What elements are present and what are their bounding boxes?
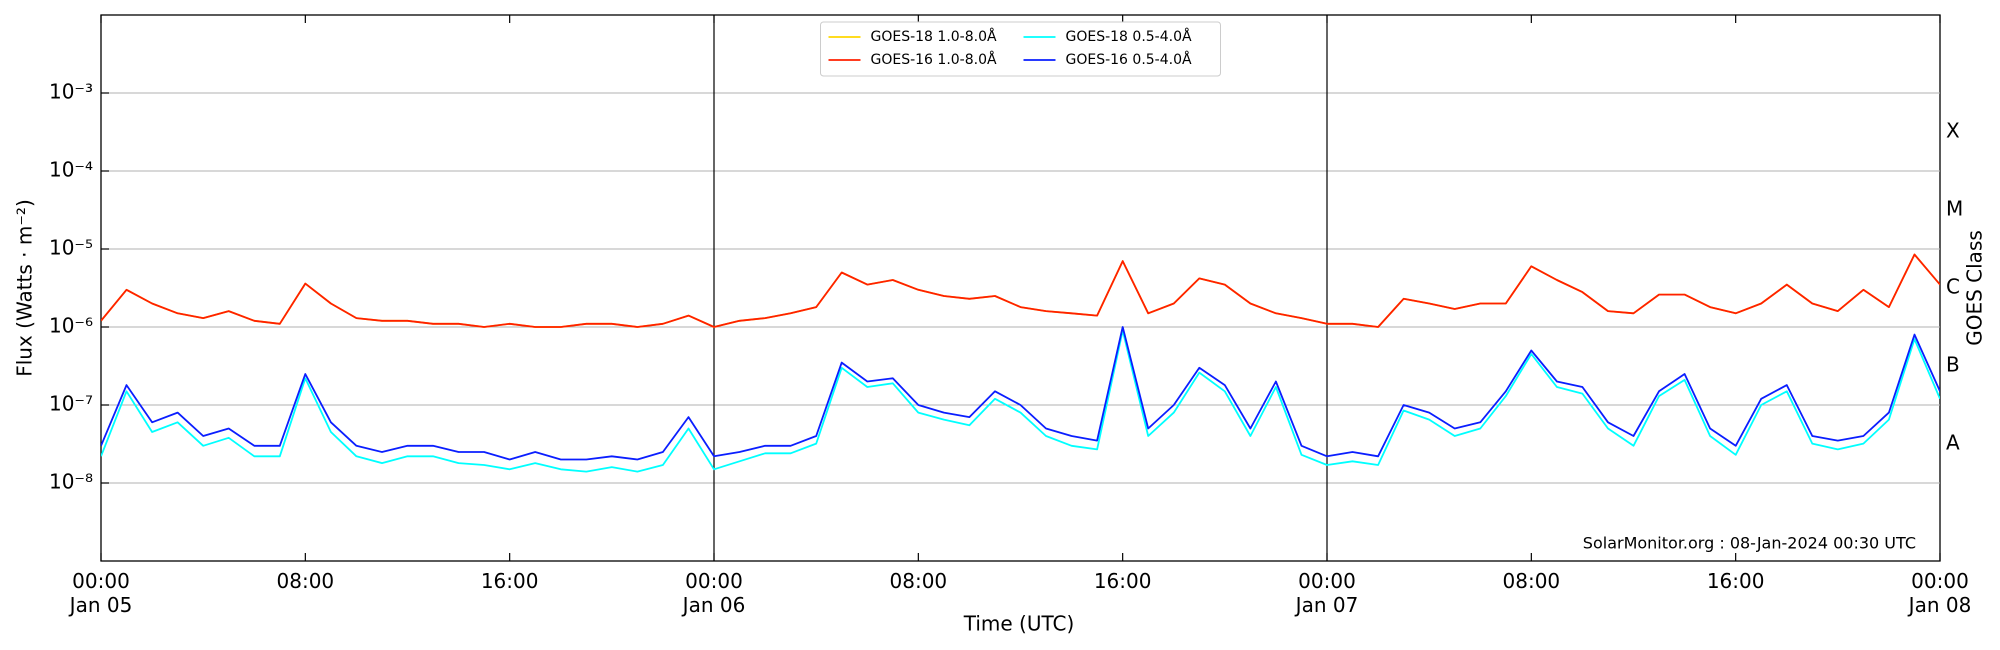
annotation: SolarMonitor.org : 08-Jan-2024 00:30 UTC	[1583, 534, 1916, 553]
legend-label: GOES-16 1.0-8.0Å	[871, 51, 997, 68]
y-tick-label: 10⁻⁶	[49, 314, 93, 338]
x-tick-label: 00:00 Jan 06	[682, 569, 746, 617]
x-tick-label: 16:00	[480, 569, 539, 593]
legend-label: GOES-16 0.5-4.0Å	[1066, 51, 1192, 68]
y2-tick-label: M	[1946, 197, 1963, 221]
y-tick-label: 10⁻⁸	[49, 470, 93, 494]
y-tick-label: 10⁻³	[49, 80, 93, 104]
y-tick-label: 10⁻⁷	[49, 392, 93, 416]
series-line	[101, 326, 1940, 461]
legend-label: GOES-18 1.0-8.0Å	[871, 28, 997, 45]
y-tick-label: 10⁻⁵	[49, 236, 93, 260]
legend-label: GOES-18 0.5-4.0Å	[1066, 28, 1192, 45]
series-line	[101, 253, 1940, 328]
x-axis-label: Time (UTC)	[963, 612, 1075, 636]
y-axis-label: Flux (Watts · m⁻²)	[13, 199, 37, 377]
series-line	[101, 329, 1940, 473]
x-tick-label: 00:00 Jan 05	[69, 569, 133, 617]
y2-tick-label: A	[1946, 431, 1960, 455]
y-tick-label: 10⁻⁴	[49, 158, 93, 182]
x-tick-label: 16:00	[1706, 569, 1765, 593]
y2-tick-label: X	[1946, 119, 1960, 143]
y2-tick-label: B	[1946, 353, 1960, 377]
x-tick-label: 08:00	[1502, 569, 1561, 593]
x-tick-label: 00:00 Jan 08	[1908, 569, 1972, 617]
y2-tick-label: C	[1946, 275, 1960, 299]
x-tick-label: 08:00	[889, 569, 948, 593]
x-tick-label: 00:00 Jan 07	[1295, 569, 1359, 617]
plot-frame	[100, 14, 1941, 562]
y2-axis-label: GOES Class	[1963, 230, 1987, 346]
x-tick-label: 08:00	[276, 569, 335, 593]
series-line	[101, 253, 1940, 328]
x-tick-label: 16:00	[1093, 569, 1152, 593]
legend-box	[820, 21, 1221, 77]
